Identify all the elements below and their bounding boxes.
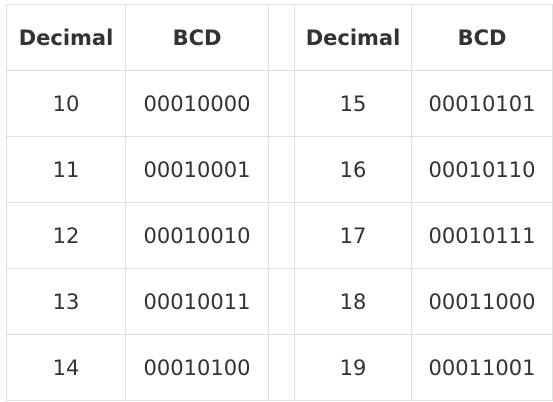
spacer-cell (268, 4, 295, 71)
table-cell: 13 (6, 268, 126, 335)
table-row: 14 00010100 19 00011001 (6, 334, 553, 401)
header-cell: BCD (411, 4, 553, 71)
header-cell: BCD (125, 4, 269, 71)
spacer-cell (268, 268, 295, 335)
table-cell: 12 (6, 202, 126, 269)
table-cell: 00011000 (411, 268, 553, 335)
table-cell: 17 (294, 202, 412, 269)
table-body: 10 00010000 15 00010101 11 00010001 16 00010110… (6, 70, 553, 401)
header-row: Decimal BCD Decimal BCD (6, 4, 553, 71)
table-row: 11 00010001 16 00010110 (6, 136, 553, 203)
table-row: 12 00010010 17 00010111 (6, 202, 553, 269)
table-cell: 11 (6, 136, 126, 203)
spacer-cell (268, 334, 295, 401)
bcd-table: Decimal BCD Decimal BCD 10 00010000 15 0001010… (6, 4, 553, 401)
table-cell: 00010110 (411, 136, 553, 203)
table-cell: 10 (6, 70, 126, 137)
table-row: 10 00010000 15 00010101 (6, 70, 553, 137)
spacer-cell (268, 202, 295, 269)
table-cell: 00010000 (125, 70, 269, 137)
spacer-cell (268, 70, 295, 137)
table-cell: 15 (294, 70, 412, 137)
table-cell: 00010001 (125, 136, 269, 203)
header-cell: Decimal (294, 4, 412, 71)
table-row: 13 00010011 18 00011000 (6, 268, 553, 335)
table-cell: 18 (294, 268, 412, 335)
spacer-cell (268, 136, 295, 203)
table-cell: 19 (294, 334, 412, 401)
table-cell: 00010101 (411, 70, 553, 137)
table-cell: 00010011 (125, 268, 269, 335)
table-cell: 00010010 (125, 202, 269, 269)
header-cell: Decimal (6, 4, 126, 71)
table-cell: 00011001 (411, 334, 553, 401)
table-cell: 16 (294, 136, 412, 203)
table-cell: 00010111 (411, 202, 553, 269)
table-cell: 14 (6, 334, 126, 401)
table-cell: 00010100 (125, 334, 269, 401)
